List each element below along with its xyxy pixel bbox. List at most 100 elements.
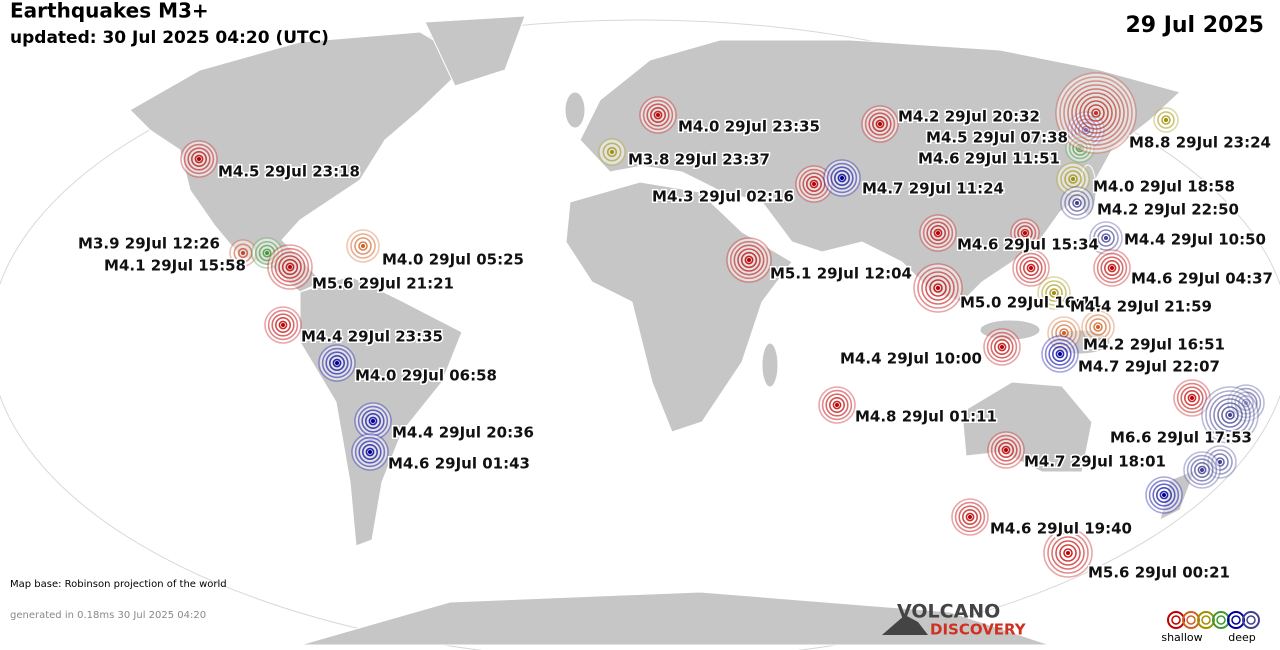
marker-ring [233, 243, 253, 263]
marker-core [281, 323, 285, 327]
marker-ring [929, 279, 947, 297]
marker-ring [965, 512, 975, 522]
marker-ring [922, 217, 954, 249]
marker-ring [1052, 345, 1069, 362]
marker-ring [1093, 225, 1119, 251]
quake-marker [818, 386, 856, 424]
legend-ring [1212, 611, 1230, 629]
marker-ring [1026, 263, 1036, 273]
marker-core [368, 450, 372, 454]
marker-ring [267, 309, 299, 341]
marker-core [1190, 396, 1194, 400]
marker-core [1062, 331, 1066, 335]
marker-ring [993, 338, 1010, 355]
marker-ring [358, 440, 382, 464]
quake-marker [1012, 249, 1050, 287]
quake-label: M4.2 29Jul 20:32 [898, 108, 1040, 126]
legend-shallow: shallow [1161, 631, 1202, 644]
marker-ring [1096, 252, 1128, 284]
marker-ring [274, 316, 291, 333]
quake-marker [264, 306, 302, 344]
marker-ring [278, 255, 302, 279]
marker-ring [1045, 284, 1063, 302]
quake-label: M3.8 29Jul 23:37 [628, 151, 770, 169]
updated: updated: 30 Jul 2025 04:20 (UTC) [10, 28, 329, 48]
marker-ring [1159, 490, 1169, 500]
marker-ring [1205, 390, 1255, 440]
quake-label: M4.0 29Jul 18:58 [1093, 178, 1235, 196]
marker-ring [1044, 338, 1076, 370]
marker-ring [997, 342, 1007, 352]
marker-core [1029, 266, 1033, 270]
marker-ring [321, 347, 353, 379]
marker-ring [929, 225, 946, 242]
marker-core [335, 361, 339, 365]
quake-label: M4.2 29Jul 22:50 [1097, 201, 1239, 219]
marker-core [1023, 231, 1027, 235]
marker-ring [1063, 548, 1073, 558]
quake-label: M4.1 29Jul 15:58 [104, 257, 246, 275]
marker-ring [837, 173, 847, 183]
legend-ring [1171, 615, 1181, 625]
antarctica [299, 591, 1051, 646]
legend-ring [1197, 611, 1215, 629]
marker-ring [1104, 259, 1121, 276]
quake-marker [1060, 186, 1094, 220]
marker-ring [809, 179, 819, 189]
marker-ring [361, 443, 378, 460]
marker-core [656, 113, 660, 117]
quake-label: M4.4 29Jul 21:59 [1070, 298, 1212, 316]
marker-ring [1083, 100, 1109, 126]
marker-ring [1184, 389, 1201, 406]
quake-marker [983, 328, 1021, 366]
marker-core [197, 157, 201, 161]
greenland [424, 15, 526, 87]
marker-ring [1152, 483, 1176, 507]
map-base: Map base: Robinson projection of the wor… [10, 579, 227, 590]
marker-ring [830, 166, 854, 190]
quake-label: M4.4 29Jul 10:50 [1124, 231, 1266, 249]
marker-ring [744, 255, 754, 265]
marker-core [1066, 551, 1070, 555]
marker-ring [1085, 314, 1111, 340]
marker-ring [1022, 259, 1039, 276]
quake-label: M6.6 29Jul 17:53 [1110, 429, 1252, 447]
quake-marker [1201, 386, 1259, 444]
quake-label: M5.0 29Jul 16:11 [960, 294, 1102, 312]
quake-label: M4.0 29Jul 06:58 [355, 367, 497, 385]
legend-ring [1216, 615, 1226, 625]
quake-marker [823, 159, 861, 197]
marker-ring [328, 354, 345, 371]
marker-core [936, 231, 940, 235]
britain [564, 91, 586, 129]
marker-ring [1217, 402, 1243, 428]
marker-ring [1148, 479, 1180, 511]
marker-core [968, 515, 972, 519]
marker-ring [825, 393, 849, 417]
quake-marker [180, 140, 218, 178]
quake-label: M4.4 29Jul 10:00 [840, 350, 982, 368]
quake-marker [951, 498, 989, 536]
logo-volcano [882, 615, 928, 635]
quake-marker [987, 431, 1025, 469]
marker-core [265, 251, 269, 255]
quake-marker [1043, 528, 1093, 578]
marker-ring [925, 275, 951, 301]
logo-top: VOLCANO [897, 601, 1000, 623]
quake-label: M3.9 29Jul 12:26 [78, 235, 220, 253]
marker-core [1058, 352, 1062, 356]
logo-bottom: DISCOVERY [930, 621, 1027, 639]
marker-ring [361, 409, 385, 433]
quake-label: M4.5 29Jul 07:38 [926, 129, 1068, 147]
logo: VOLCANO DISCOVERY [882, 601, 1027, 639]
marker-ring [1180, 386, 1204, 410]
marker-ring [1075, 92, 1117, 134]
marker-ring [1197, 465, 1207, 475]
marker-ring [997, 441, 1014, 458]
quake-marker [1089, 221, 1123, 255]
quake-marker [795, 165, 833, 203]
quake-marker [1093, 249, 1131, 287]
quake-label: M4.5 29Jul 23:18 [218, 163, 360, 181]
marker-core [747, 258, 751, 262]
marker-ring [1049, 288, 1059, 298]
